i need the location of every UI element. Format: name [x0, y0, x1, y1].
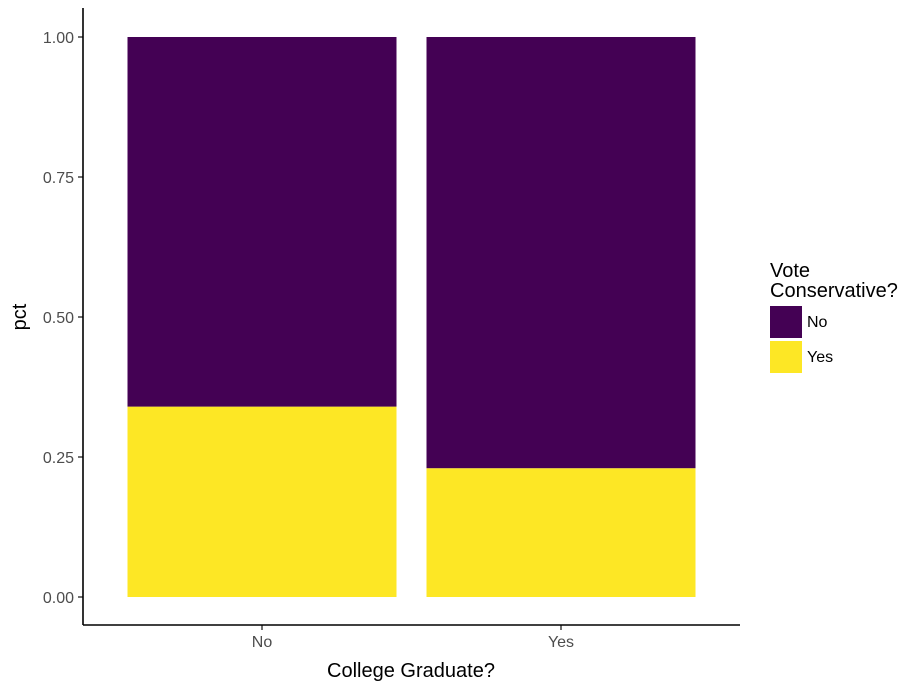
legend-swatch-yes [770, 341, 802, 373]
legend-label-yes: Yes [807, 349, 833, 366]
bars-layer [127, 37, 696, 597]
y-tick-label: 0.00 [43, 590, 74, 607]
legend-title-line-1: Vote [770, 260, 810, 282]
y-tick-label: 0.50 [43, 310, 74, 327]
legend: Vote Conservative? No Yes [770, 260, 898, 373]
legend-label-no: No [807, 314, 828, 331]
y-tick-label: 1.00 [43, 30, 74, 47]
x-axis-ticks: No Yes [252, 625, 574, 651]
bar-no-yes [127, 406, 397, 597]
y-tick-label: 0.25 [43, 450, 74, 467]
x-tick-label: Yes [548, 634, 574, 651]
y-tick-label: 0.75 [43, 170, 74, 187]
x-axis-title: College Graduate? [327, 660, 495, 682]
x-tick-label: No [252, 634, 273, 651]
y-axis-ticks: 0.00 0.25 0.50 0.75 1.00 [43, 30, 83, 607]
legend-swatch-no [770, 306, 802, 338]
bar-yes-no [426, 37, 696, 469]
y-axis-title: pct [9, 303, 31, 330]
bar-no-no [127, 37, 397, 407]
legend-title-line-2: Conservative? [770, 280, 898, 302]
bar-yes-yes [426, 468, 696, 597]
